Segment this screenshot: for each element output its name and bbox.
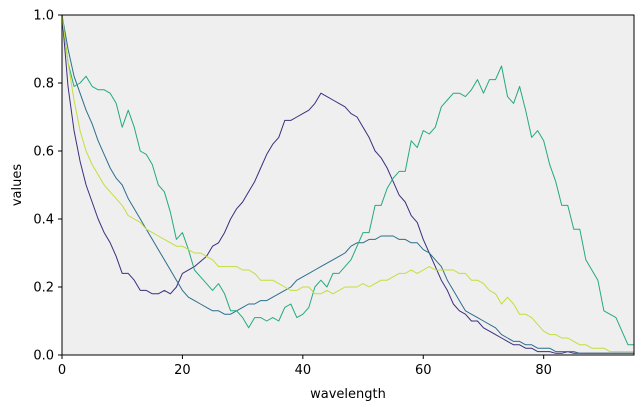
series-line-1 (61, 14, 634, 354)
x-tick-label: 20 (174, 363, 191, 378)
x-tick-label: 0 (58, 363, 66, 378)
y-tick-label: 0.2 (33, 281, 54, 296)
series-line-4 (61, 14, 634, 353)
y-tick-label: 0.8 (33, 77, 54, 92)
series-layer (61, 14, 634, 354)
x-tick-label: 40 (295, 363, 312, 378)
series-line-3 (61, 14, 634, 346)
x-axis-label: wavelength (310, 387, 386, 402)
plot-background (62, 15, 634, 355)
y-axis-label: values (10, 164, 25, 207)
series-line-2 (61, 14, 634, 354)
x-axis-ticks: 0 20 40 60 80 (58, 355, 552, 378)
y-tick-label: 0.6 (33, 145, 54, 160)
y-axis-ticks: 0.0 0.2 0.4 0.6 0.8 1.0 (33, 9, 62, 364)
x-tick-label: 60 (415, 363, 432, 378)
y-tick-label: 0.0 (33, 349, 54, 364)
x-tick-label: 80 (535, 363, 552, 378)
y-tick-label: 0.4 (33, 213, 54, 228)
y-tick-label: 1.0 (33, 9, 54, 24)
plot-frame (61, 14, 635, 356)
